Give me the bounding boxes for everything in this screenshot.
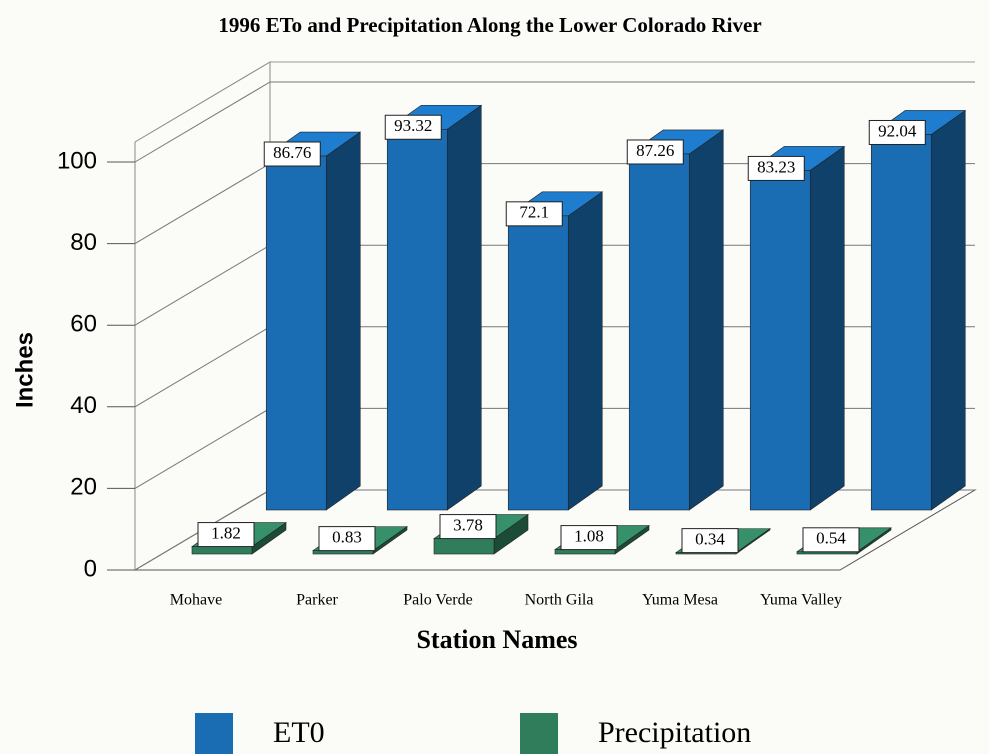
- legend-label: ET0: [273, 716, 325, 749]
- bar: [265, 131, 362, 511]
- value-label-box: [439, 514, 497, 540]
- value-label: 92.04: [878, 121, 917, 140]
- bar-front: [870, 134, 932, 511]
- value-label-box: [505, 201, 563, 227]
- left-wall: [134, 61, 271, 571]
- value-label-box: [868, 119, 926, 145]
- legend-label: Precipitation: [598, 716, 751, 749]
- x-tick-label: Yuma Mesa: [642, 592, 718, 609]
- x-axis-label: Station Names: [416, 625, 577, 654]
- value-label-box: [560, 525, 618, 551]
- value-label: 1.82: [211, 523, 241, 542]
- grid-line: [134, 81, 975, 163]
- bar: [628, 129, 725, 511]
- bar-front: [265, 155, 327, 511]
- value-label: 0.34: [695, 530, 725, 549]
- bar-front: [628, 153, 690, 511]
- y-tick-label: 80: [70, 229, 97, 256]
- x-tick-label: Parker: [296, 592, 338, 609]
- bar-side: [930, 109, 966, 511]
- y-tick-label: 20: [70, 474, 97, 501]
- y-tick-label: 100: [57, 147, 97, 174]
- value-label-box: [747, 155, 805, 181]
- value-label-box: [197, 522, 255, 548]
- value-label-box: [318, 526, 376, 552]
- value-label: 0.54: [816, 529, 846, 548]
- value-label: 1.08: [574, 526, 604, 545]
- bar: [386, 104, 483, 511]
- bar-side: [446, 104, 482, 511]
- y-axis-label: Inches: [11, 332, 38, 408]
- bar-front: [191, 546, 253, 555]
- value-label: 93.32: [394, 116, 432, 135]
- value-label: 0.83: [332, 528, 362, 547]
- value-label-box: [802, 527, 860, 553]
- bar-front: [554, 549, 616, 555]
- bar: [870, 109, 967, 511]
- bar-front: [507, 215, 569, 511]
- value-label: 72.1: [519, 203, 549, 222]
- value-label-box: [384, 114, 442, 140]
- legend-swatch: [195, 713, 233, 754]
- bar-front: [433, 538, 495, 555]
- bar: [749, 145, 846, 511]
- y-tick-label: 60: [70, 311, 97, 338]
- x-tick-label: Palo Verde: [403, 592, 472, 609]
- bar-side: [809, 145, 845, 511]
- y-tick-label: 0: [84, 555, 97, 582]
- value-label-box: [681, 528, 739, 554]
- value-label-box: [626, 139, 684, 165]
- value-label: 86.76: [273, 143, 311, 162]
- bar-front: [749, 170, 811, 511]
- bar-side: [567, 191, 603, 511]
- bar: [507, 191, 604, 511]
- bar-front: [386, 128, 448, 511]
- x-tick-label: Mohave: [170, 592, 222, 609]
- x-tick-label: Yuma Valley: [760, 592, 842, 609]
- value-label: 3.78: [453, 515, 483, 534]
- chart-title: 1996 ETo and Precipitation Along the Low…: [218, 13, 761, 37]
- bar-side: [688, 129, 724, 511]
- y-tick-label: 40: [70, 392, 97, 419]
- value-label-box: [263, 141, 321, 167]
- legend-swatch: [520, 713, 558, 754]
- value-label: 87.26: [636, 141, 674, 160]
- bar-side: [325, 131, 361, 511]
- bar-front: [312, 550, 374, 555]
- x-tick-label: North Gila: [525, 592, 594, 609]
- value-label: 83.23: [757, 157, 795, 176]
